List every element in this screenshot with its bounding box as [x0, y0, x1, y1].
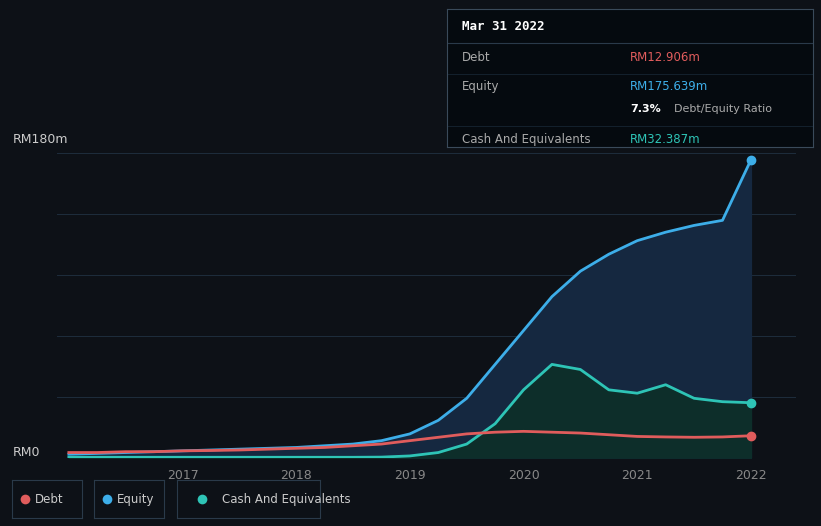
Text: Debt/Equity Ratio: Debt/Equity Ratio [674, 104, 772, 114]
Text: Equity: Equity [462, 80, 499, 93]
Text: RM180m: RM180m [12, 133, 68, 146]
Text: RM12.906m: RM12.906m [631, 51, 701, 64]
Text: Mar 31 2022: Mar 31 2022 [462, 19, 544, 33]
Text: Debt: Debt [34, 493, 63, 505]
Text: RM32.387m: RM32.387m [631, 133, 701, 146]
Text: 7.3%: 7.3% [631, 104, 661, 114]
Text: Cash And Equivalents: Cash And Equivalents [462, 133, 590, 146]
Text: Equity: Equity [117, 493, 154, 505]
Text: Debt: Debt [462, 51, 491, 64]
Text: Cash And Equivalents: Cash And Equivalents [222, 493, 351, 505]
Text: RM0: RM0 [12, 446, 39, 459]
Text: RM175.639m: RM175.639m [631, 80, 709, 93]
